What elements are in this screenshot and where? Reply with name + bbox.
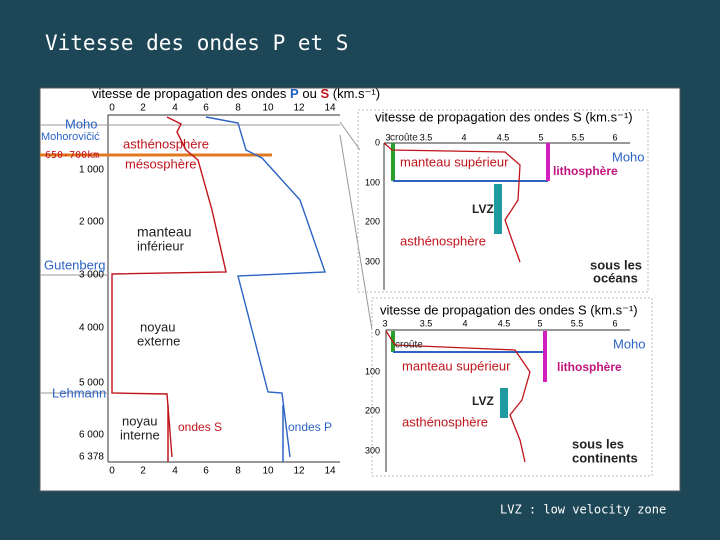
velocity-tick-label: 6 (612, 132, 617, 142)
depth-tick-label: 300 (365, 256, 380, 266)
velocity-tick-label: 12 (293, 103, 305, 114)
slide-title: Vitesse des ondes P et S (45, 31, 348, 55)
velocity-tick-label: 12 (293, 466, 305, 477)
region-label: mésosphère (125, 156, 197, 171)
region-label: Moho (613, 336, 646, 351)
region-label: Gutenberg (44, 257, 105, 272)
depth-tick-label: 0 (375, 327, 380, 337)
footer-note: LVZ : low velocity zone (500, 503, 666, 517)
region-label: Moho (65, 116, 98, 131)
region-label: asthénosphère (123, 136, 209, 151)
region-label: Moho (612, 149, 645, 164)
depth-tick-label: 3 000 (79, 270, 104, 281)
region-label: sous les (572, 436, 624, 451)
velocity-tick-label: 8 (235, 466, 241, 477)
heading-text: vitesse de propagation des ondes (92, 86, 287, 101)
depth-tick-label: 0 (375, 137, 380, 147)
region-label: océans (593, 270, 638, 285)
heading-s: S (320, 86, 329, 101)
region-label: interne (120, 427, 160, 442)
velocity-tick-label: 4 (461, 132, 466, 142)
velocity-tick-label: 5.5 (571, 318, 584, 328)
region-label: manteau supérieur (400, 154, 509, 169)
velocity-tick-label: 14 (324, 466, 336, 477)
region-label: sous les (590, 257, 642, 272)
velocity-tick-label: 6 (203, 103, 209, 114)
main-chart-frame (40, 114, 373, 463)
velocity-tick-label: 5 (537, 318, 542, 328)
region-label: lithosphère (553, 164, 618, 178)
velocity-tick-label: 6 (612, 318, 617, 328)
velocity-tick-label: 4.5 (497, 132, 510, 142)
depth-tick-label: 200 (365, 216, 380, 226)
region-label: ondes P (288, 420, 332, 434)
depth-tick-label: 1 000 (79, 165, 104, 176)
main-heading: vitesse de propagation des ondes P ou S … (92, 86, 380, 101)
inset-heading: vitesse de propagation des ondes S (km.s… (375, 109, 633, 124)
region-label: inférieur (137, 238, 185, 253)
depth-tick-label: 6 378 (79, 452, 104, 463)
velocity-tick-label: 2 (140, 466, 146, 477)
inset-oceans-frame (357, 109, 649, 293)
velocity-tick-label: 8 (235, 103, 241, 114)
region-label: ondes S (178, 420, 222, 434)
velocity-tick-label: 6 (203, 466, 209, 477)
region-label: Mohorovičić (41, 131, 100, 143)
velocity-tick-label: 4 (172, 103, 178, 114)
velocity-tick-label: 5.5 (572, 132, 585, 142)
velocity-tick-label: 14 (324, 103, 336, 114)
velocity-tick-label: 10 (262, 466, 274, 477)
heading-unit: (km.s⁻¹) (333, 86, 380, 101)
region-label: manteau supérieur (402, 358, 511, 373)
depth-tick-label: 5 000 (79, 378, 104, 389)
region-label: LVZ (472, 394, 494, 408)
region-label: 650-700km (45, 150, 99, 161)
region-label: croûte (390, 133, 418, 144)
depth-tick-label: 100 (365, 177, 380, 187)
depth-tick-label: 100 (365, 366, 380, 376)
depth-tick-label: 300 (365, 445, 380, 455)
velocity-tick-label: 10 (262, 103, 274, 114)
region-label: asthénosphère (402, 414, 488, 429)
velocity-tick-label: 0 (109, 103, 115, 114)
region-label: LVZ (472, 202, 494, 216)
velocity-tick-label: 0 (109, 466, 115, 477)
velocity-tick-label: 3 (382, 318, 387, 328)
velocity-tick-label: 5 (538, 132, 543, 142)
velocity-tick-label: 4 (172, 466, 178, 477)
velocity-tick-label: 3 (385, 132, 390, 142)
region-label: noyau (122, 413, 157, 428)
velocity-tick-label: 3.5 (420, 132, 433, 142)
velocity-tick-label: 2 (140, 103, 146, 114)
depth-tick-label: 200 (365, 405, 380, 415)
velocity-tick-label: 3.5 (420, 318, 433, 328)
region-label: continents (572, 450, 638, 465)
region-label: manteau (137, 224, 191, 240)
region-label: lithosphère (557, 360, 622, 374)
inset-heading: vitesse de propagation des ondes S (km.s… (380, 302, 638, 317)
heading-text: ou (302, 86, 316, 101)
region-label: externe (137, 333, 180, 348)
velocity-tick-label: 4.5 (498, 318, 511, 328)
depth-tick-label: 4 000 (79, 323, 104, 334)
depth-tick-label: 2 000 (79, 217, 104, 228)
depth-tick-label: 6 000 (79, 430, 104, 441)
region-label: asthénosphère (400, 233, 486, 248)
region-label: noyau (140, 319, 175, 334)
region-label: Lehmann (52, 385, 106, 400)
velocity-tick-label: 4 (462, 318, 467, 328)
inset-continents-frame (371, 297, 653, 477)
region-label: croûte (395, 340, 423, 351)
heading-p: P (290, 86, 299, 101)
